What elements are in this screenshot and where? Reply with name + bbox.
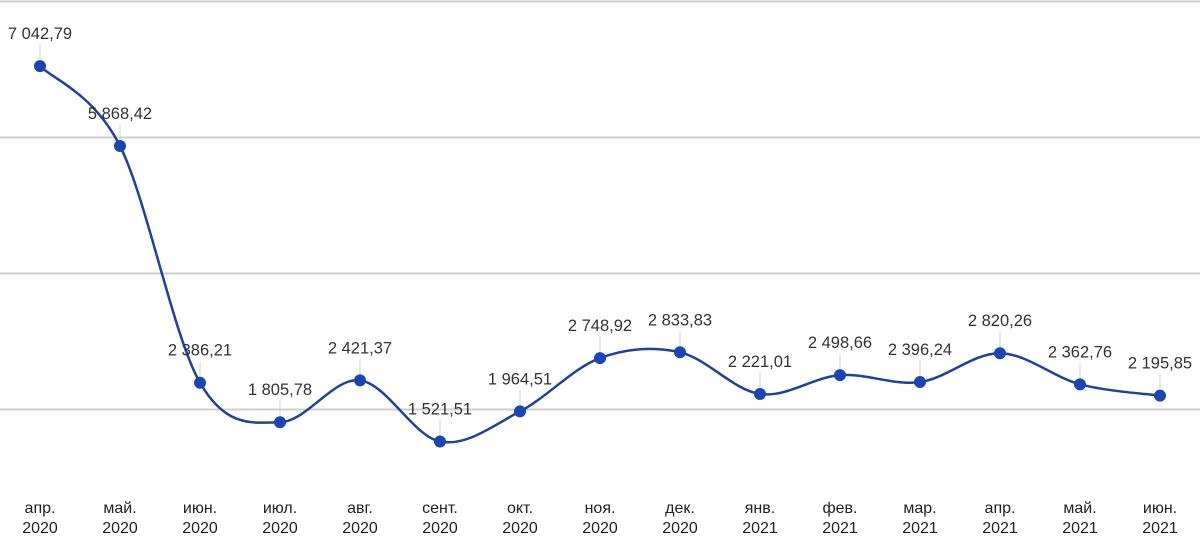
x-tick-label: май.: [103, 500, 136, 517]
x-tick-label: 2020: [422, 520, 458, 537]
x-tick-label: ноя.: [585, 500, 616, 517]
x-tick-label: июн.: [1143, 500, 1177, 517]
x-tick-label: 2020: [102, 520, 138, 537]
x-tick-label: сент.: [422, 500, 458, 517]
x-tick-label: 2020: [342, 520, 378, 537]
data-label: 2 195,85: [1128, 355, 1192, 373]
x-tick-label: 2021: [742, 520, 778, 537]
x-tick-label: фев.: [822, 500, 857, 517]
data-point: [674, 346, 686, 359]
x-tick-label: 2021: [822, 520, 858, 537]
data-label: 1 805,78: [248, 381, 312, 399]
x-axis-labels: апр. 2020 май. 2020 июн. 2020 июл. 2020 авг. 2020…: [22, 500, 1178, 537]
data-point: [994, 347, 1006, 360]
x-tick-label: 2021: [1062, 520, 1098, 537]
data-label: 2 362,76: [1048, 343, 1112, 361]
x-tick-label: окт.: [507, 500, 533, 517]
x-tick-label: 2021: [1142, 520, 1178, 537]
data-label: 2 833,83: [648, 311, 712, 329]
data-point: [114, 139, 126, 152]
data-label: 1 521,51: [408, 401, 472, 419]
gridlines: [0, 0, 1200, 411]
x-tick-label: апр.: [25, 500, 56, 517]
x-tick-label: 2020: [22, 520, 58, 537]
label-leaders: [39, 45, 1161, 436]
x-tick-label: 2020: [502, 520, 538, 537]
x-tick-label: 2020: [662, 520, 698, 537]
data-point: [754, 387, 766, 400]
data-point: [1074, 378, 1086, 391]
data-point: [354, 374, 366, 387]
data-label: 2 421,37: [328, 339, 392, 357]
data-point: [434, 435, 446, 448]
x-tick-label: 2021: [902, 520, 938, 537]
x-tick-label: авг.: [347, 500, 373, 517]
data-point: [194, 376, 206, 389]
x-tick-label: янв.: [745, 500, 775, 517]
data-label: 2 386,21: [168, 342, 232, 360]
data-labels: 7 042,79 5 868,42 2 386,21 1 805,78 2 421,37…: [8, 25, 1192, 418]
x-tick-label: 2020: [262, 520, 298, 537]
data-point: [274, 416, 286, 429]
x-tick-label: май.: [1063, 500, 1096, 517]
data-point: [34, 60, 46, 73]
data-point: [594, 352, 606, 365]
data-label: 2 498,66: [808, 334, 872, 352]
data-label: 2 396,24: [888, 341, 952, 359]
x-tick-label: 2021: [982, 520, 1018, 537]
data-point: [914, 376, 926, 389]
data-label: 2 748,92: [568, 317, 632, 335]
data-label: 2 221,01: [728, 353, 792, 371]
x-tick-label: июл.: [263, 500, 297, 517]
data-point: [514, 405, 526, 418]
data-point: [1154, 389, 1166, 402]
data-label: 5 868,42: [88, 105, 152, 123]
series-line: [39, 65, 1161, 444]
data-label: 2 820,26: [968, 312, 1032, 330]
data-point: [834, 369, 846, 382]
x-tick-label: июн.: [183, 500, 217, 517]
x-tick-label: апр.: [985, 500, 1016, 517]
x-tick-label: 2020: [582, 520, 618, 537]
x-tick-label: дек.: [665, 500, 695, 517]
data-label: 1 964,51: [488, 370, 552, 388]
data-points: [34, 60, 1166, 448]
data-label: 7 042,79: [8, 25, 72, 43]
x-tick-label: 2020: [182, 520, 218, 537]
x-tick-label: мар.: [903, 500, 936, 517]
